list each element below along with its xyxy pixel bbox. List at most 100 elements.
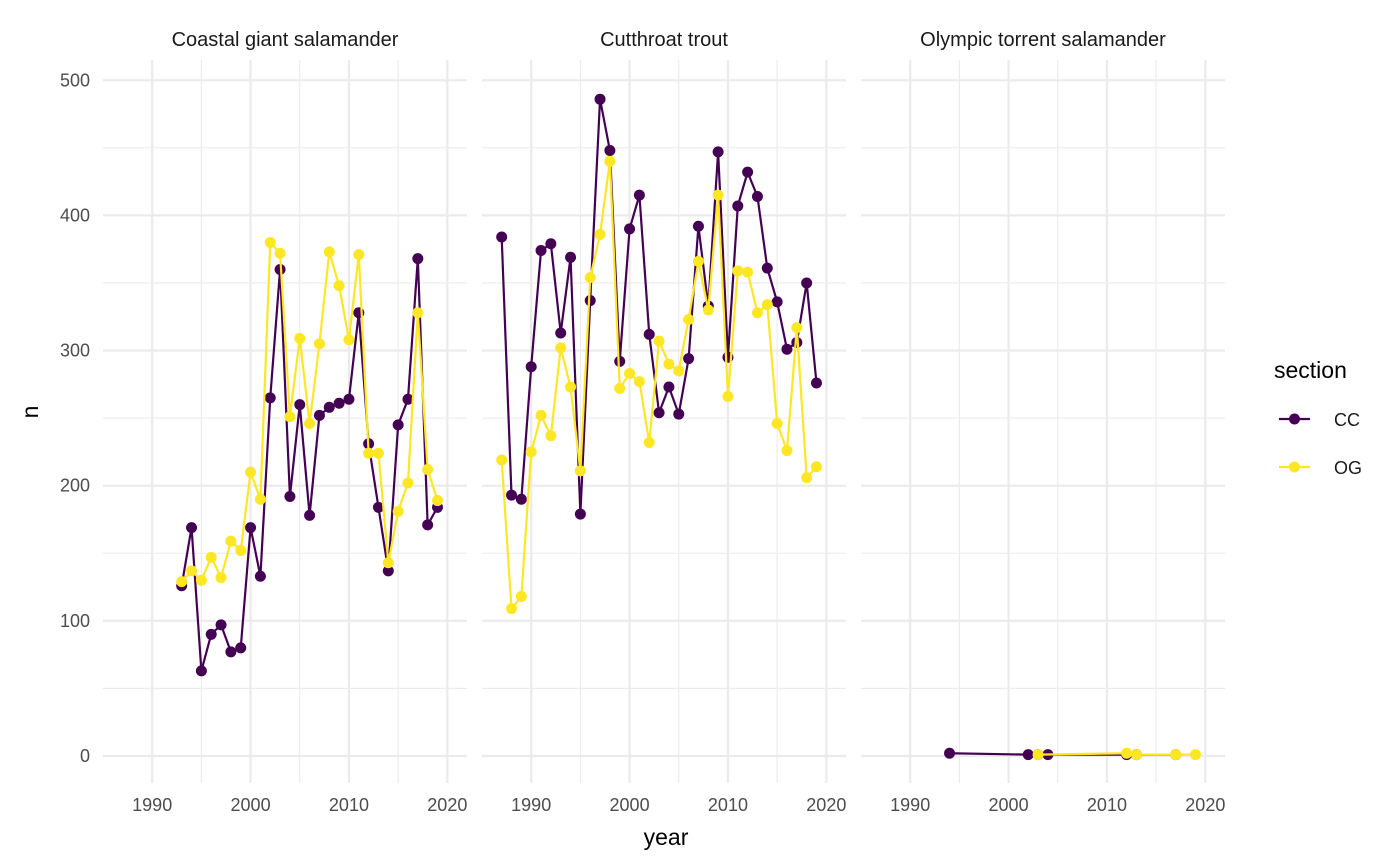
data-point-cc — [944, 747, 956, 759]
data-point-cc — [810, 377, 822, 389]
data-point-og — [771, 418, 783, 430]
data-point-og — [614, 382, 626, 394]
data-point-cc — [264, 392, 276, 404]
data-point-cc — [186, 522, 198, 534]
data-point-og — [186, 565, 198, 577]
data-point-cc — [663, 381, 675, 393]
x-tick-label: 2020 — [427, 795, 467, 815]
data-point-og — [205, 551, 217, 563]
legend-title: section — [1274, 357, 1347, 383]
panel-title: Coastal giant salamander — [172, 29, 399, 51]
x-tick-label: 2000 — [231, 795, 271, 815]
panel-2: Cutthroat trout 1990 2000 2010 2020 — [482, 29, 846, 815]
panel-title: Olympic torrent salamander — [920, 29, 1166, 51]
legend-item-og: OG — [1279, 458, 1362, 478]
data-point-og — [535, 409, 547, 421]
data-point-og — [604, 155, 616, 167]
data-point-og — [702, 304, 714, 316]
data-point-og — [264, 236, 276, 248]
data-point-og — [594, 228, 606, 240]
data-point-cc — [565, 251, 577, 263]
y-tick-label: 300 — [60, 341, 90, 361]
data-point-cc — [594, 93, 606, 105]
data-point-cc — [574, 508, 586, 520]
data-point-og — [574, 465, 586, 477]
data-point-og — [254, 493, 266, 505]
data-point-og — [673, 365, 685, 377]
panels-layer: Coastal giant salamander 1990 2000 2010 2020… — [60, 29, 1225, 815]
data-point-og — [235, 545, 247, 557]
y-tick-label: 200 — [60, 476, 90, 496]
data-point-cc — [496, 231, 508, 243]
x-tick-label: 1990 — [511, 795, 551, 815]
data-point-og — [313, 338, 325, 350]
data-point-cc — [254, 570, 266, 582]
data-point-cc — [781, 343, 793, 355]
legend-item-cc: CC — [1279, 410, 1360, 430]
legend-marker-og — [1289, 461, 1300, 473]
data-point-cc — [1022, 749, 1034, 761]
data-point-og — [515, 591, 527, 603]
data-point-cc — [653, 407, 665, 419]
data-point-og — [506, 603, 518, 615]
x-tick-label: 2000 — [610, 795, 650, 815]
data-point-og — [333, 280, 345, 292]
data-point-cc — [555, 327, 567, 339]
data-point-cc — [732, 200, 744, 212]
legend-label-cc: CC — [1334, 410, 1360, 430]
data-point-og — [545, 430, 557, 442]
series-og — [176, 236, 443, 588]
data-point-cc — [402, 393, 414, 405]
data-point-cc — [392, 419, 404, 431]
data-point-cc — [235, 642, 247, 654]
data-point-og — [323, 246, 335, 258]
data-point-og — [195, 574, 207, 586]
panel-title: Cutthroat trout — [600, 29, 728, 51]
data-point-cc — [692, 220, 704, 232]
data-point-og — [1121, 747, 1133, 759]
data-point-cc — [801, 277, 813, 289]
data-point-og — [1170, 749, 1182, 761]
data-point-og — [402, 477, 414, 489]
series-line-cc — [180, 257, 439, 672]
x-tick-label: 2020 — [806, 795, 846, 815]
data-point-cc — [333, 397, 345, 409]
data-point-cc — [284, 491, 296, 503]
series-cc — [176, 253, 443, 677]
data-point-og — [751, 307, 763, 319]
data-point-cc — [343, 393, 355, 405]
data-point-og — [422, 463, 434, 475]
data-point-og — [412, 307, 424, 319]
data-point-cc — [382, 565, 394, 577]
data-point-cc — [245, 522, 257, 534]
data-point-cc — [225, 646, 237, 658]
panel-grid — [861, 60, 1225, 783]
series-cc — [496, 93, 822, 520]
data-point-og — [633, 376, 645, 388]
data-point-og — [176, 576, 188, 588]
data-point-og — [353, 249, 365, 261]
data-point-cc — [683, 353, 695, 365]
legend: section CC OG — [1274, 357, 1362, 478]
data-point-og — [1189, 749, 1201, 761]
data-point-og — [742, 266, 754, 278]
data-point-cc — [771, 296, 783, 308]
data-point-og — [225, 535, 237, 547]
data-point-cc — [633, 189, 645, 201]
data-point-og — [245, 466, 257, 478]
data-point-cc — [614, 355, 626, 367]
panel-3: Olympic torrent salamander 1990 2000 2010 20… — [861, 29, 1225, 815]
data-point-og — [584, 272, 596, 284]
data-point-cc — [205, 628, 217, 640]
y-tick-label: 400 — [60, 205, 90, 225]
data-point-cc — [215, 619, 227, 631]
data-point-cc — [422, 519, 434, 531]
data-point-cc — [643, 328, 655, 340]
data-point-og — [392, 505, 404, 517]
data-point-og — [732, 265, 744, 277]
data-point-og — [382, 557, 394, 569]
data-point-cc — [525, 361, 537, 373]
x-tick-label: 2010 — [1087, 795, 1127, 815]
data-point-cc — [304, 509, 316, 521]
data-point-og — [781, 445, 793, 457]
